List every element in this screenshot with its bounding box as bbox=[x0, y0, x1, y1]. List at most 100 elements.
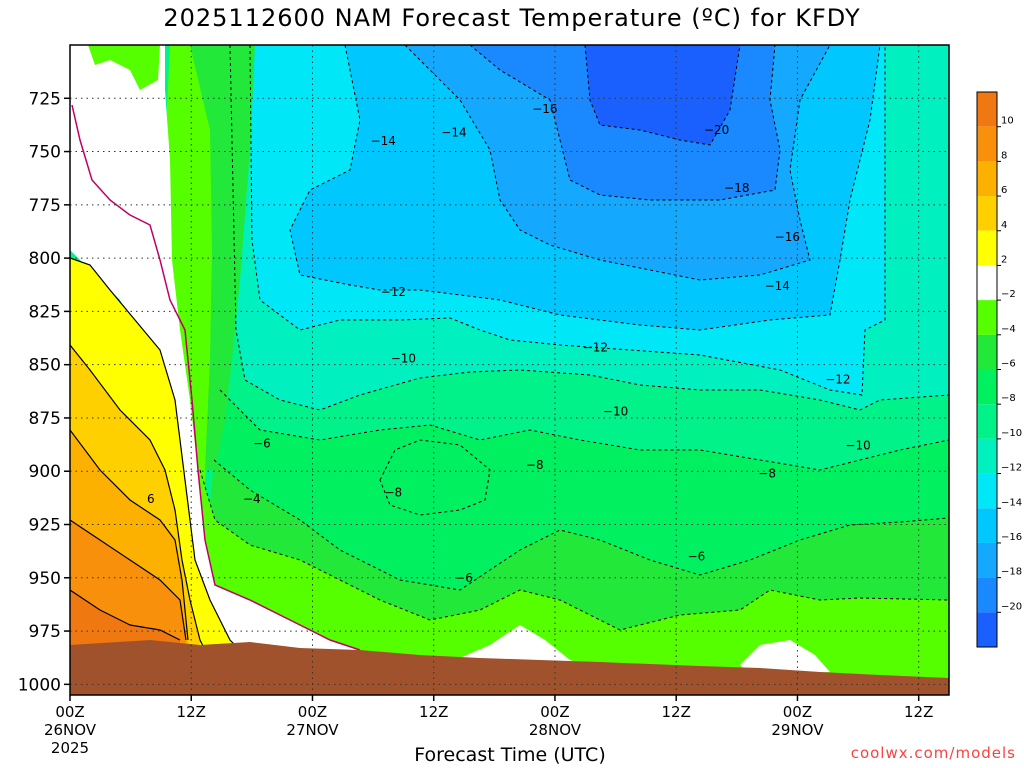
y-tick-label: 725 bbox=[29, 89, 61, 109]
colorbar-swatch bbox=[977, 334, 997, 370]
contour-label: −10 bbox=[603, 405, 628, 419]
contour-label: −10 bbox=[845, 439, 870, 453]
chart-title: 2025112600 NAM Forecast Temperature (ºC)… bbox=[163, 4, 861, 32]
contour-label: −12 bbox=[825, 373, 850, 387]
terrain-ground bbox=[70, 640, 949, 695]
contour-minus-14 bbox=[289, 45, 881, 331]
contour-label: −12 bbox=[381, 285, 406, 299]
colorbar-swatch bbox=[977, 612, 997, 647]
contour-plus-6 bbox=[70, 344, 206, 651]
colorbar-label: −4 bbox=[1001, 324, 1016, 335]
contour-label: −10 bbox=[391, 351, 416, 365]
contour-label: −18 bbox=[724, 181, 749, 195]
contour-label: −16 bbox=[775, 230, 800, 244]
contour-label: −4 bbox=[243, 492, 261, 506]
contour-label: −6 bbox=[455, 571, 473, 585]
temp-band-near-zero bbox=[70, 45, 360, 695]
colorbar-swatch bbox=[977, 161, 997, 197]
x-tick-label: 00Z bbox=[55, 703, 84, 721]
grid-lines bbox=[70, 45, 949, 695]
x-tick-label: 00Z bbox=[540, 703, 569, 721]
x-axis-label: Forecast Time (UTC) bbox=[414, 744, 606, 766]
contour-label: −8 bbox=[526, 458, 544, 472]
colorbar-label: −12 bbox=[1001, 463, 1022, 474]
colorbar-label: −6 bbox=[1001, 359, 1016, 370]
y-tick-label: 1000 bbox=[18, 675, 61, 695]
x-tick-date: 28NOV bbox=[529, 721, 582, 739]
contour-label: −14 bbox=[441, 125, 466, 139]
y-tick-label: 800 bbox=[29, 249, 61, 269]
x-tick-date: 26NOV bbox=[44, 721, 97, 739]
contour-minus-8-island bbox=[379, 439, 491, 516]
colorbar: 10 8 6 4 2 −2 −4 −6 −8 −10 −12 −14 −16 −18 −20 bbox=[976, 91, 1022, 648]
temp-band-near-zero-top bbox=[88, 45, 160, 90]
colorbar-label: 2 bbox=[1001, 254, 1007, 265]
colorbar-label: −14 bbox=[1001, 497, 1022, 508]
x-tick-label: 00Z bbox=[298, 703, 327, 721]
colorbar-swatch bbox=[977, 508, 997, 543]
x-tick-label: 12Z bbox=[662, 703, 691, 721]
contour-label: −12 bbox=[583, 341, 608, 355]
contour-plus-4 bbox=[70, 257, 241, 651]
colorbar-label: 6 bbox=[1001, 185, 1007, 196]
colorbar-label: −8 bbox=[1001, 393, 1016, 404]
x-tick-label: 12Z bbox=[904, 703, 933, 721]
colorbar-label: 8 bbox=[1001, 150, 1007, 161]
x-tick-year: 2025 bbox=[51, 739, 89, 757]
colorbar-label: −10 bbox=[1001, 428, 1022, 439]
contour-plus-8 bbox=[70, 429, 189, 641]
y-tick-label: 950 bbox=[29, 569, 61, 589]
y-tick-label: 850 bbox=[29, 356, 61, 376]
colorbar-swatch bbox=[977, 404, 997, 439]
colorbar-swatch bbox=[977, 369, 997, 405]
colorbar-label: −2 bbox=[1001, 289, 1016, 300]
y-tick-label: 775 bbox=[29, 196, 61, 216]
contour-label: −6 bbox=[688, 549, 706, 563]
colorbar-swatch bbox=[977, 542, 997, 578]
temp-band-minus-22 bbox=[585, 45, 740, 145]
contour-plus-10 bbox=[70, 519, 187, 641]
y-tick-label: 875 bbox=[29, 409, 61, 429]
colorbar-swatch bbox=[977, 577, 997, 613]
contour-minus-8 bbox=[219, 389, 949, 471]
colorbar-swatch bbox=[977, 265, 997, 301]
y-axis: 725 750 775 800 825 850 875 900 925 950 975 1000 bbox=[18, 89, 70, 695]
contour-minus-16 bbox=[404, 45, 831, 281]
colorbar-label: −16 bbox=[1001, 532, 1022, 543]
colorbar-swatch bbox=[977, 92, 997, 127]
freezing-line bbox=[71, 104, 361, 651]
contour-label: −8 bbox=[384, 486, 402, 500]
temp-band-minus-4 bbox=[195, 470, 949, 695]
x-tick-label: 12Z bbox=[177, 703, 206, 721]
y-tick-label: 750 bbox=[29, 143, 61, 163]
temp-band-near-zero-pocket-2 bbox=[740, 640, 830, 675]
colorbar-swatch bbox=[977, 126, 997, 162]
colorbar-label: 4 bbox=[1001, 220, 1007, 231]
contour-minus-12 bbox=[249, 45, 886, 396]
contour-label: −14 bbox=[765, 279, 790, 293]
x-tick-label: 00Z bbox=[783, 703, 812, 721]
contour-minus-6 bbox=[213, 459, 949, 591]
contour-labels: −20 −16 −14 −14 −18 −16 −12 −14 −10 −12 −12 −10 −10 −… bbox=[147, 102, 871, 585]
y-tick-label: 975 bbox=[29, 622, 61, 642]
plot-frame bbox=[69, 44, 950, 696]
contour-label: −8 bbox=[758, 466, 776, 480]
y-tick-label: 900 bbox=[29, 462, 61, 482]
y-tick-label: 825 bbox=[29, 302, 61, 322]
contour-minus-10 bbox=[229, 45, 949, 411]
x-tick-date: 29NOV bbox=[771, 721, 824, 739]
colorbar-swatch bbox=[977, 230, 997, 266]
colorbar-label: 10 bbox=[1001, 116, 1014, 127]
contour-label: −14 bbox=[371, 134, 396, 148]
contour-label: −20 bbox=[704, 123, 729, 137]
contour-label: −6 bbox=[253, 437, 271, 451]
y-tick-label: 925 bbox=[29, 516, 61, 536]
x-tick-date: 27NOV bbox=[286, 721, 339, 739]
temp-band-minus-6-upper bbox=[190, 45, 255, 470]
colorbar-swatch bbox=[977, 300, 997, 335]
colorbar-swatch bbox=[977, 196, 997, 231]
colorbar-swatch bbox=[977, 473, 997, 509]
colorbar-swatch bbox=[977, 438, 997, 474]
